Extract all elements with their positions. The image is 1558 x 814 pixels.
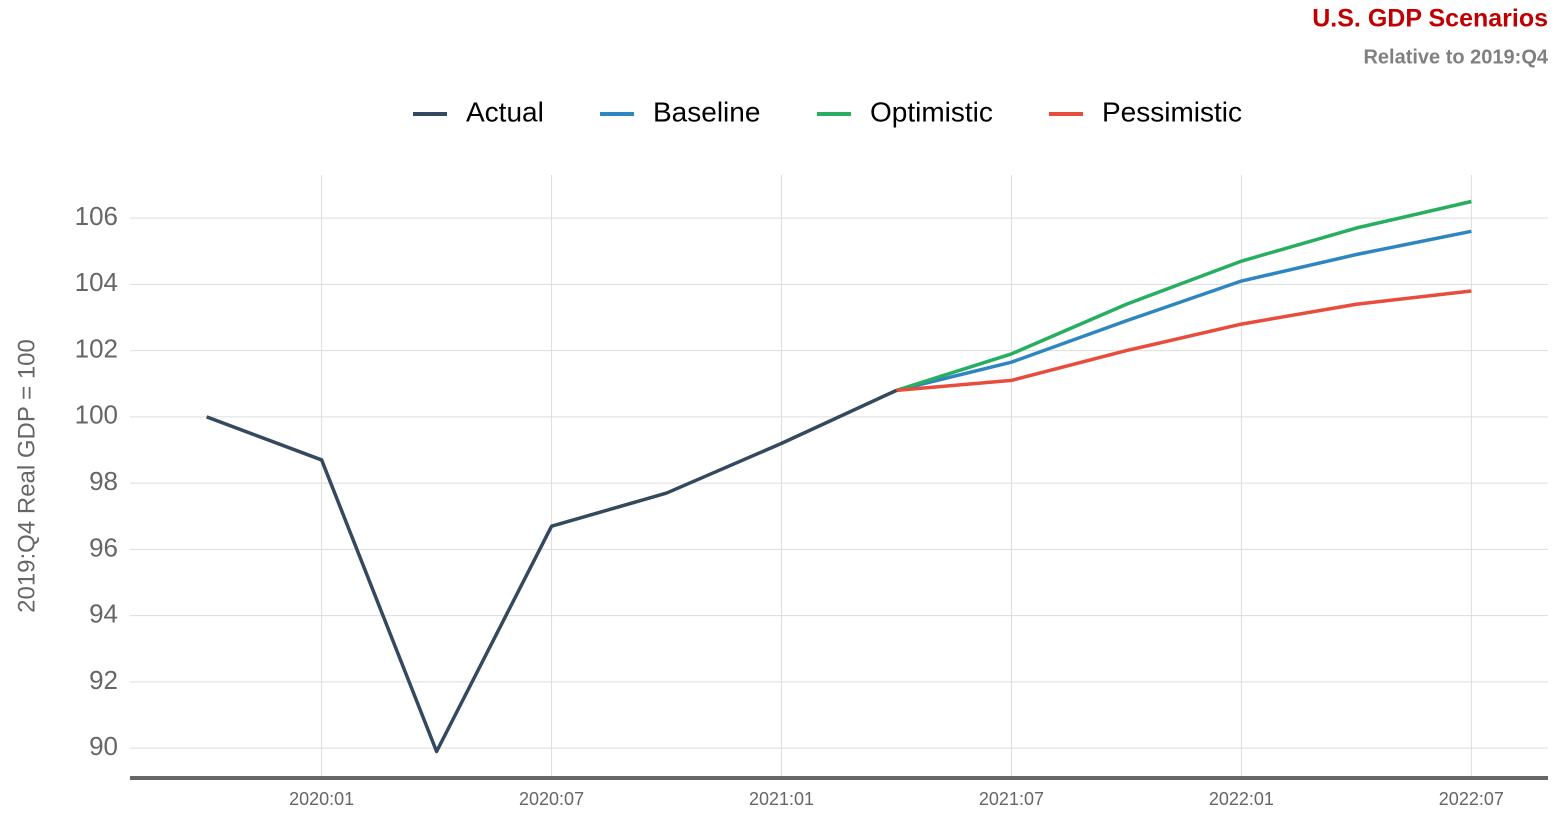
line-series [896,289,1472,393]
line-series [896,229,1472,393]
x-tick-label: 2020:07 [519,789,584,809]
legend-label: Actual [466,96,544,127]
x-tick-label: 2022:01 [1209,789,1274,809]
y-tick-label: 106 [75,201,118,231]
legend-label: Baseline [653,96,760,127]
x-tick-label: 2021:07 [979,789,1044,809]
y-tick-label: 96 [89,532,118,562]
legend-label: Pessimistic [1102,96,1242,127]
y-tick-label: 94 [89,599,118,629]
x-tick-label: 2022:07 [1439,789,1504,809]
y-tick-label: 92 [89,665,118,695]
x-tick-label: 2020:01 [289,789,354,809]
y-tick-label: 90 [89,731,118,761]
chart-subtitle: Relative to 2019:Q4 [1363,46,1548,68]
y-tick-label: 98 [89,466,118,496]
line-series [206,388,898,754]
y-axis-label: 2019:Q4 Real GDP = 100 [13,339,40,613]
y-tick-label: 100 [75,400,118,430]
y-tick-label: 104 [75,267,118,297]
y-tick-label: 102 [75,333,118,363]
line-series [895,199,1472,393]
x-tick-label: 2021:01 [749,789,814,809]
legend-label: Optimistic [870,96,993,127]
chart-title: U.S. GDP Scenarios [1312,5,1548,33]
